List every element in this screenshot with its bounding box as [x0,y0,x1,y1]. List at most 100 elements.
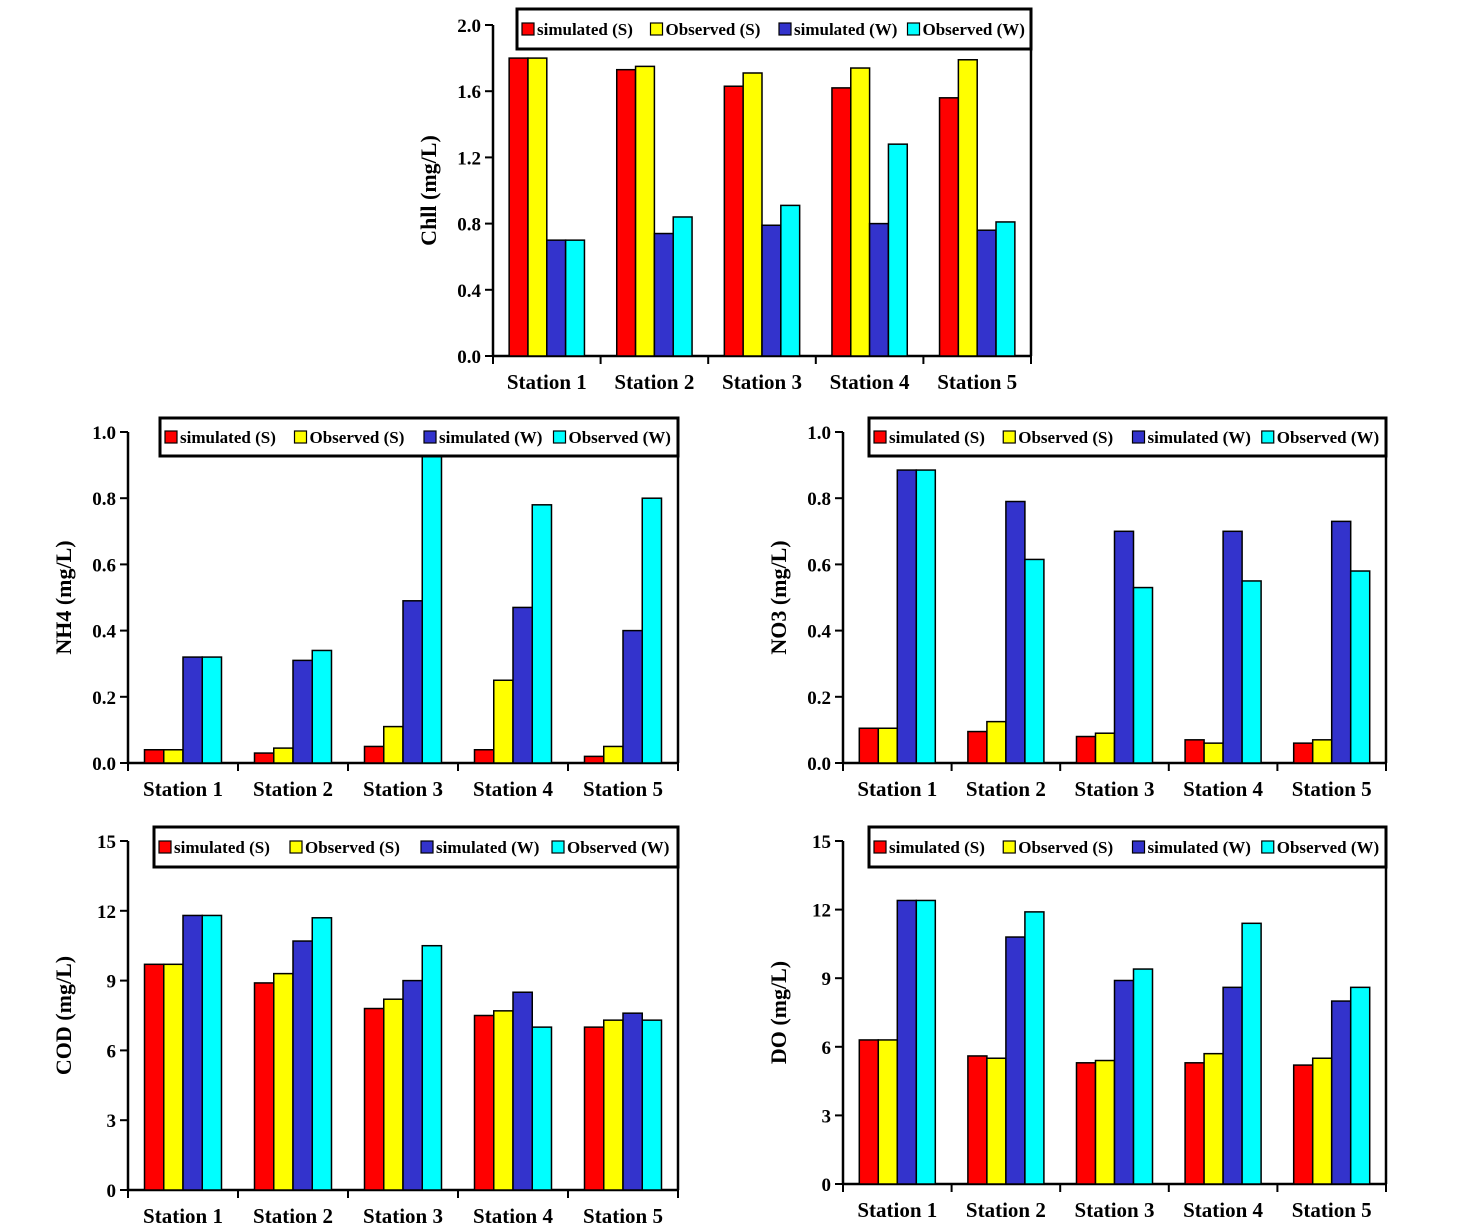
bar-simulated-w [653,232,674,357]
bar-simulated-w [622,629,643,764]
bar-simulated-s [508,57,529,357]
bar-observed-w [1132,968,1154,1185]
legend-label: Observed (S) [305,838,400,857]
bar-simulated-s [143,749,165,764]
bar-observed-s [877,1039,899,1185]
y-tick-label: 1.6 [457,82,481,103]
bar-observed-s [383,998,404,1191]
bar-observed-w [887,143,909,357]
legend-box [867,416,1388,458]
x-tick-label: Station 5 [937,370,1017,394]
bar-simulated-w [1113,979,1135,1185]
x-tick-label: Station 1 [143,1204,223,1227]
legend-swatch [289,840,303,854]
legend-box [158,416,680,458]
legend-label: Observed (W) [1277,838,1379,857]
legend-swatch [420,840,434,854]
bar-observed-w [1024,911,1045,1185]
legend-box [515,7,1033,51]
bar-observed-w [531,504,553,764]
bar-simulated-s [858,727,880,764]
legend-swatch [778,22,792,36]
bar-simulated-w [1222,530,1243,764]
y-tick-label: 0 [822,1175,832,1196]
x-tick-label: Station 1 [857,1198,937,1222]
x-tick-label: Station 2 [253,777,333,801]
legend-swatch [1002,840,1016,854]
bar-simulated-s [253,752,275,764]
y-tick-label: 6 [107,1041,117,1062]
y-axis-label: Chll (mg/L) [416,135,441,246]
x-tick-label: Station 4 [473,1204,553,1227]
bar-observed-s [163,963,184,1191]
y-axis-label: NO3 (mg/L) [766,540,791,654]
bar-simulated-w [182,656,203,764]
bar-simulated-s [967,730,988,764]
bar-simulated-s [363,745,385,764]
legend-label: simulated (W) [1148,838,1251,857]
x-tick-label: Station 1 [507,370,587,394]
y-tick-label: 1.0 [92,423,116,444]
bar-observed-w [421,944,443,1191]
x-tick-label: Station 2 [253,1204,333,1227]
legend-swatch [873,430,887,444]
legend: simulated (S) Observed (S) simulated (W) Ob… [158,416,680,458]
bar-observed-s [742,72,763,357]
y-tick-label: 3 [107,1111,117,1132]
legend-label: simulated (W) [436,838,539,857]
legend-label: simulated (S) [889,428,985,447]
bar-simulated-s [583,1026,605,1191]
bar-observed-w [641,1019,663,1191]
x-tick-label: Station 3 [722,370,802,394]
bar-simulated-w [546,239,567,357]
legend: simulated (S) Observed (S) simulated (W) Ob… [867,416,1388,458]
bar-observed-w [1349,986,1371,1185]
bar-observed-s [493,1010,514,1191]
bar-simulated-w [1113,530,1135,764]
x-tick-label: Station 3 [1075,1198,1155,1222]
bar-simulated-w [868,222,890,357]
x-tick-label: Station 5 [1292,1198,1372,1222]
bar-observed-s [1094,1059,1116,1185]
legend-label: Observed (S) [1018,838,1113,857]
bar-simulated-s [1184,739,1205,764]
bar-simulated-w [1330,1000,1352,1185]
bar-observed-s [850,67,871,357]
legend-swatch [552,430,567,444]
bar-observed-s [877,727,899,764]
bar-observed-s [1311,1057,1333,1185]
x-tick-label: Station 1 [857,777,937,801]
bar-observed-w [531,1026,553,1191]
x-tick-label: Station 2 [614,370,694,394]
y-tick-label: 0.6 [807,555,831,576]
y-tick-label: 3 [822,1106,832,1127]
legend-label: simulated (S) [889,838,985,857]
x-tick-label: Station 1 [143,777,223,801]
bar-observed-s [634,65,656,357]
bar-observed-w [1349,570,1371,764]
y-tick-label: 0 [107,1181,117,1202]
legend-box [867,825,1388,869]
chart-no3: 0.0 0.2 0.4 0.6 0.8 1.0 NO3 (mg/L) Station 1 Sta… [766,416,1388,801]
bar-simulated-s [831,87,852,357]
legend-swatch [873,840,887,854]
bar-simulated-s [1075,1062,1097,1185]
bar-observed-w [995,221,1016,357]
y-tick-label: 0.8 [807,489,831,510]
legend-swatch [423,430,437,444]
legend-label: Observed (S) [666,20,761,39]
legend-label: simulated (S) [537,20,633,39]
bar-simulated-w [512,991,533,1191]
y-tick-label: 0.4 [457,281,481,302]
bar-simulated-w [896,899,918,1185]
bar-simulated-s [1292,742,1314,764]
x-tick-label: Station 3 [363,777,443,801]
y-tick-label: 15 [97,832,116,853]
y-tick-label: 0.2 [92,688,116,709]
y-tick-label: 0.8 [92,489,116,510]
bar-observed-s [603,745,624,764]
bar-observed-w [641,497,663,764]
legend-swatch [1131,430,1146,444]
y-tick-label: 0.0 [807,754,831,775]
legend-swatch [521,22,535,36]
